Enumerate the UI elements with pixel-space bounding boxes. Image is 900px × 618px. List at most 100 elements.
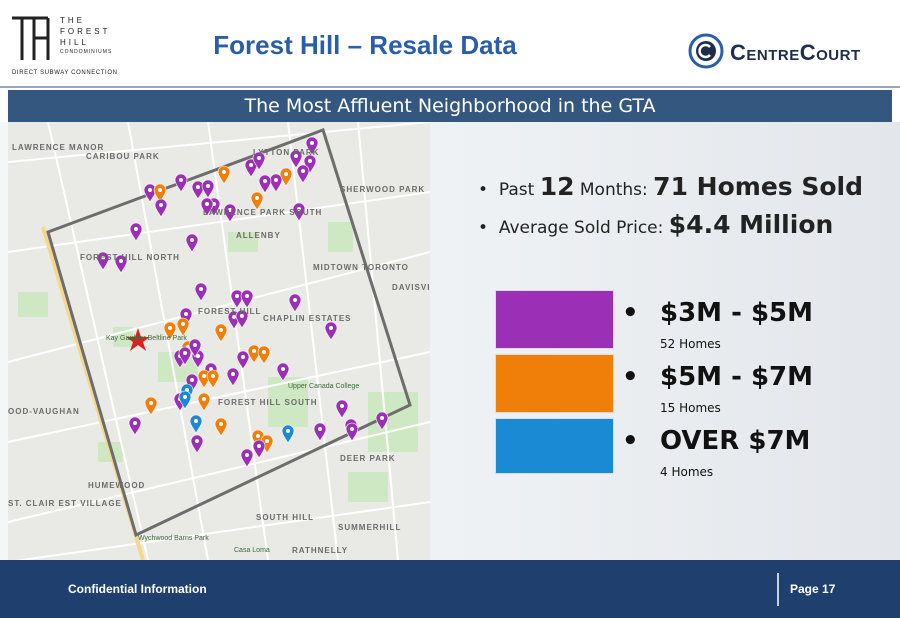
map-label: RATHNELLY <box>292 546 348 555</box>
pin-dot <box>281 367 285 371</box>
pin-body <box>200 197 214 217</box>
logo-line: THE <box>60 16 85 25</box>
pin-body <box>240 448 254 468</box>
map-pin <box>240 448 254 468</box>
pin-body <box>235 309 249 329</box>
pin-dot <box>265 439 269 443</box>
pin-dot <box>205 202 209 206</box>
map-pin <box>153 183 167 203</box>
legend-count: 52 Homes <box>660 337 721 351</box>
pin-dot <box>263 179 267 183</box>
pin-body <box>191 180 205 200</box>
map-label: DAVISVILLE VILLAGE <box>392 283 430 292</box>
pin-dot <box>318 427 322 431</box>
map-label: DEER PARK <box>340 454 396 463</box>
pin-dot <box>241 355 245 359</box>
map-pin <box>188 338 202 358</box>
logo-monogram <box>12 16 50 60</box>
pin-dot <box>240 314 244 318</box>
pin-dot <box>148 188 152 192</box>
map-pin <box>217 165 231 185</box>
pin-body <box>206 369 220 389</box>
legend-swatch <box>495 290 614 349</box>
map-pin <box>296 164 310 184</box>
pin-dot <box>202 374 206 378</box>
pin-dot <box>284 172 288 176</box>
pin-body <box>214 417 228 437</box>
legend-swatch <box>495 418 614 474</box>
pin-body <box>345 422 359 442</box>
map-pin <box>305 136 319 156</box>
pin-dot <box>184 312 188 316</box>
header-rule <box>0 86 900 88</box>
map-pin <box>257 345 271 365</box>
pin-body <box>335 399 349 419</box>
map-label: FOREST HILL NORTH <box>80 253 180 262</box>
pin-dot <box>235 294 239 298</box>
pin-dot <box>179 178 183 182</box>
map-pin <box>269 173 283 193</box>
pin-dot <box>245 453 249 457</box>
pin-body <box>128 416 142 436</box>
footer-divider <box>777 573 779 606</box>
pin-body <box>176 317 190 337</box>
legend-swatch <box>495 354 614 413</box>
pin-dot <box>380 416 384 420</box>
pin-body <box>174 173 188 193</box>
pin-body <box>114 254 128 274</box>
property-star <box>126 328 150 351</box>
map-pin <box>252 151 266 171</box>
map-label: LYTTON PARK <box>253 148 319 157</box>
map-pin <box>324 321 338 341</box>
pin-dot <box>168 326 172 330</box>
pin-body <box>154 198 168 218</box>
pin-body <box>269 173 283 193</box>
pin-body <box>324 321 338 341</box>
legend-label: $5M - $7M <box>660 362 814 392</box>
logo-line: CONDOMINIUMS <box>60 49 113 55</box>
map-label: Upper Canada College <box>288 383 359 390</box>
pin-dot <box>159 203 163 207</box>
map-pin <box>258 174 272 194</box>
pin-dot <box>308 159 312 163</box>
map-label: Casa Loma <box>234 547 270 554</box>
map-pin <box>244 158 258 178</box>
pin-body <box>252 151 266 171</box>
pin-dot <box>257 444 261 448</box>
pin-dot <box>190 238 194 242</box>
bullet: • <box>478 180 499 200</box>
map-label: FOREST HILL <box>198 307 261 316</box>
map-label: Wychwood Barns Park <box>138 535 209 542</box>
pin-body <box>185 233 199 253</box>
map-pin <box>190 434 204 454</box>
map-label: SUMMERHILL <box>338 523 401 532</box>
map-pin <box>247 344 261 364</box>
bullet: • <box>478 218 499 238</box>
map-label: SOUTH HILL <box>256 513 314 522</box>
legend-label: OVER $7M <box>660 426 811 456</box>
map-pin <box>96 251 110 271</box>
footer <box>0 560 900 618</box>
pin-body <box>201 179 215 199</box>
map-label: LAWRENCE PARK SOUTH <box>203 208 322 217</box>
pin-dot <box>274 178 278 182</box>
map-pin <box>176 317 190 337</box>
map-pin <box>240 289 254 309</box>
map-pin <box>143 183 157 203</box>
pin-body <box>257 345 271 365</box>
pin-dot <box>190 378 194 382</box>
pin-body <box>188 338 202 358</box>
pin-body <box>214 323 228 343</box>
pin-body <box>190 434 204 454</box>
pin-dot <box>310 141 314 145</box>
map-pin <box>214 417 228 437</box>
stat-text: Average Sold Price: <box>498 218 669 238</box>
pin-dot <box>183 351 187 355</box>
map-label: SHERWOOD PARK <box>340 185 425 194</box>
legend-count: 15 Homes <box>660 401 721 415</box>
pin-dot <box>202 397 206 401</box>
pin-body <box>163 321 177 341</box>
map-pin <box>200 197 214 217</box>
logo-line: HILL <box>60 38 89 47</box>
